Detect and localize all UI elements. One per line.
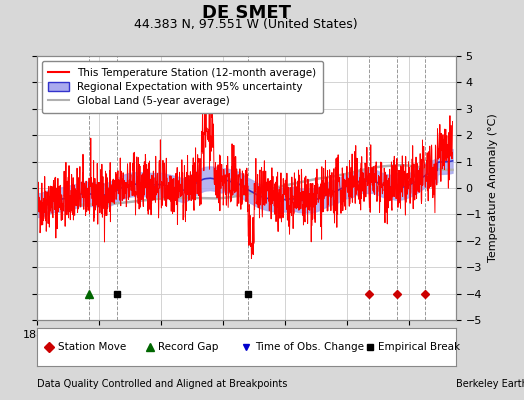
Legend: This Temperature Station (12-month average), Regional Expectation with 95% uncer: This Temperature Station (12-month avera… — [42, 61, 323, 113]
Text: DE SMET: DE SMET — [202, 4, 291, 22]
Text: Record Gap: Record Gap — [158, 342, 219, 352]
Text: Berkeley Earth: Berkeley Earth — [456, 379, 524, 389]
Y-axis label: Temperature Anomaly (°C): Temperature Anomaly (°C) — [488, 114, 498, 262]
Text: Data Quality Controlled and Aligned at Breakpoints: Data Quality Controlled and Aligned at B… — [37, 379, 287, 389]
Text: Empirical Break: Empirical Break — [378, 342, 461, 352]
Text: Time of Obs. Change: Time of Obs. Change — [255, 342, 364, 352]
Text: Station Move: Station Move — [58, 342, 126, 352]
Text: 44.383 N, 97.551 W (United States): 44.383 N, 97.551 W (United States) — [135, 18, 358, 31]
